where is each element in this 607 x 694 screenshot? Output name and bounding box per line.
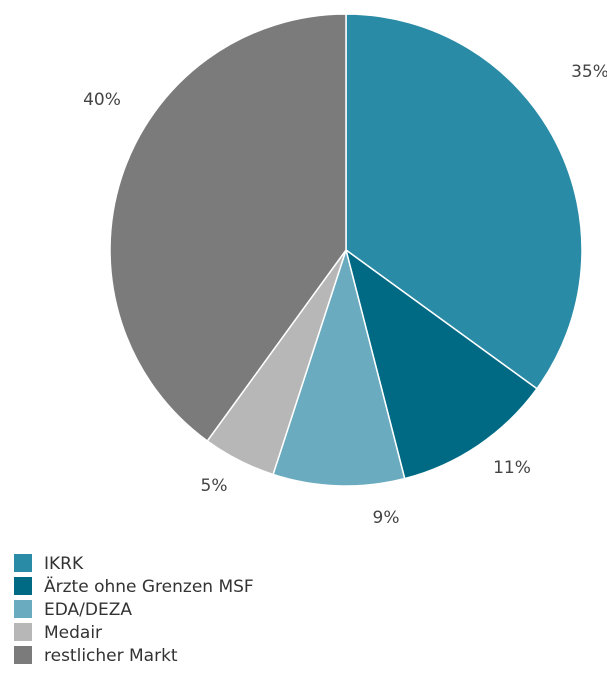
pie-slice (344, 248, 538, 480)
legend-label: EDA/DEZA (44, 600, 132, 620)
data-label: 40% (83, 90, 121, 110)
legend-label: Medair (44, 623, 102, 643)
pie-slice (345, 13, 583, 390)
legend-swatch (14, 623, 32, 641)
legend-label: restlicher Markt (44, 646, 178, 666)
legend-label: Ärzte ohne Grenzen MSF (44, 576, 254, 597)
data-label: 11% (493, 458, 531, 478)
legend-swatch (14, 577, 32, 595)
legend-swatch (14, 646, 32, 664)
legend-label: IKRK (44, 554, 84, 574)
data-label: 35% (571, 62, 607, 82)
pie-slice (272, 247, 406, 487)
data-label: 9% (373, 508, 400, 528)
legend-swatch (14, 600, 32, 618)
data-label: 5% (201, 476, 228, 496)
legend-swatch (14, 554, 32, 572)
pie-slice (109, 13, 347, 442)
